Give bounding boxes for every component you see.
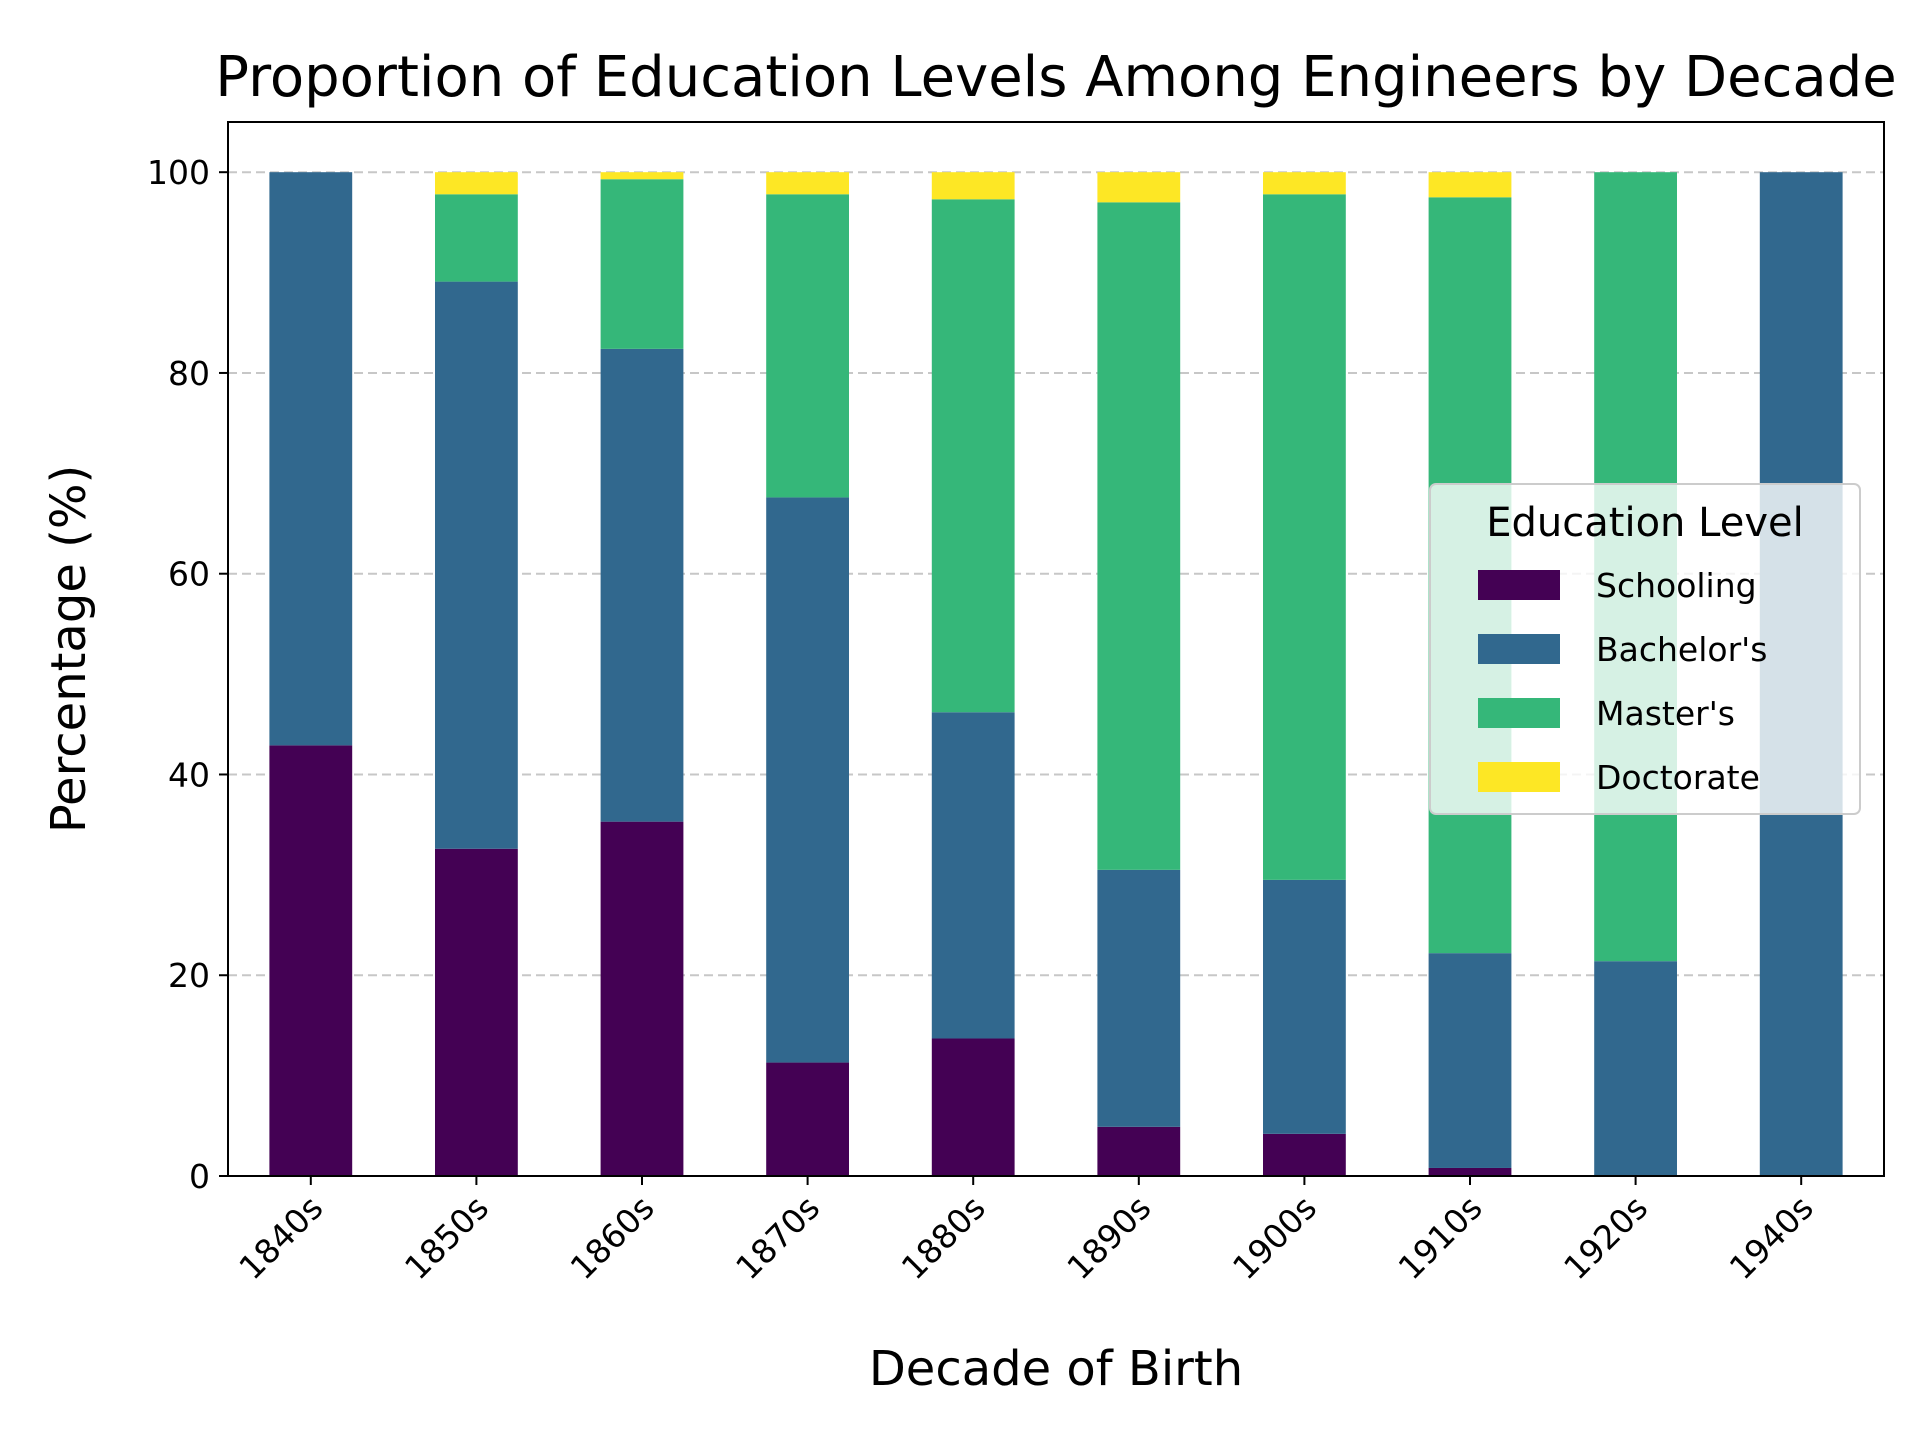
bar-segment — [1097, 869, 1181, 1127]
y-axis-label: Percentage (%) — [41, 465, 97, 833]
bar-segment — [1263, 194, 1346, 880]
x-tick-label: 1890s — [1059, 1188, 1158, 1287]
legend-label: Bachelor's — [1596, 630, 1767, 669]
y-tick-label: 40 — [168, 755, 210, 794]
legend-swatch — [1478, 570, 1560, 600]
x-tick-label: 1860s — [563, 1188, 662, 1287]
bar-segment — [600, 348, 684, 822]
legend-box — [1429, 483, 1861, 815]
plot-frame — [227, 121, 1885, 1177]
y-tick-label: 80 — [168, 354, 210, 393]
x-axis-label: Decade of Birth — [869, 1341, 1243, 1397]
y-tick-label: 20 — [168, 956, 210, 995]
bar-segment — [931, 199, 1015, 713]
x-tick-label: 1880s — [894, 1188, 993, 1287]
bar-segment — [1097, 1126, 1181, 1176]
bar-segment — [1263, 172, 1346, 195]
bar-segment — [1428, 953, 1512, 1168]
x-tick-label: 1850s — [397, 1188, 496, 1287]
x-tick-label: 1900s — [1225, 1188, 1324, 1287]
y-tick-label: 60 — [168, 555, 210, 594]
legend-label: Master's — [1596, 694, 1735, 733]
x-tick-label: 1840s — [231, 1188, 330, 1287]
bar-segment — [600, 172, 684, 180]
bar-segment — [435, 194, 518, 282]
bar-segment — [1097, 202, 1181, 870]
bar-segment — [766, 497, 849, 1063]
bar-segment — [435, 848, 518, 1176]
legend-title: Education Level — [1486, 500, 1803, 546]
y-tick-label: 0 — [189, 1157, 210, 1196]
bar-segment — [269, 745, 353, 1176]
bar-segment — [766, 194, 849, 498]
bar-segment — [269, 172, 353, 746]
chart-title: Proportion of Education Levels Among Eng… — [215, 45, 1896, 110]
x-tick-label: 1910s — [1391, 1188, 1490, 1287]
y-tick-label: 100 — [147, 153, 210, 192]
legend-label: Schooling — [1596, 566, 1757, 605]
bar-segment — [931, 712, 1015, 1039]
bar-segment — [766, 172, 849, 195]
x-tick-label: 1870s — [728, 1188, 827, 1287]
bar-segment — [600, 179, 684, 349]
legend: Education Level Schooling Bachelor's Master… — [1429, 483, 1861, 815]
legend-label: Doctorate — [1596, 758, 1760, 797]
bar-segment — [766, 1062, 849, 1176]
x-tick-label: 1940s — [1722, 1188, 1821, 1287]
x-tick-label: 1920s — [1556, 1188, 1655, 1287]
y-axis: 0 20 40 60 80 100 — [147, 153, 228, 1196]
bar-segment — [1097, 172, 1181, 203]
bar-segment — [931, 1038, 1015, 1176]
bar-segment — [435, 281, 518, 849]
legend-swatch — [1478, 762, 1560, 792]
x-axis: 1840s 1850s 1860s 1870s 1880s 1890s 1900s 1910s… — [231, 1176, 1821, 1287]
bar-segment — [600, 821, 684, 1176]
legend-swatch — [1478, 634, 1560, 664]
bar-segment — [1263, 879, 1346, 1134]
bar-segment — [931, 172, 1015, 200]
bar-segment — [435, 172, 518, 195]
bar-segment — [1263, 1133, 1346, 1176]
bar-segment — [1428, 172, 1512, 198]
bar-segment — [1594, 961, 1677, 1176]
legend-swatch — [1478, 698, 1560, 728]
bar-segment — [1428, 1167, 1512, 1176]
